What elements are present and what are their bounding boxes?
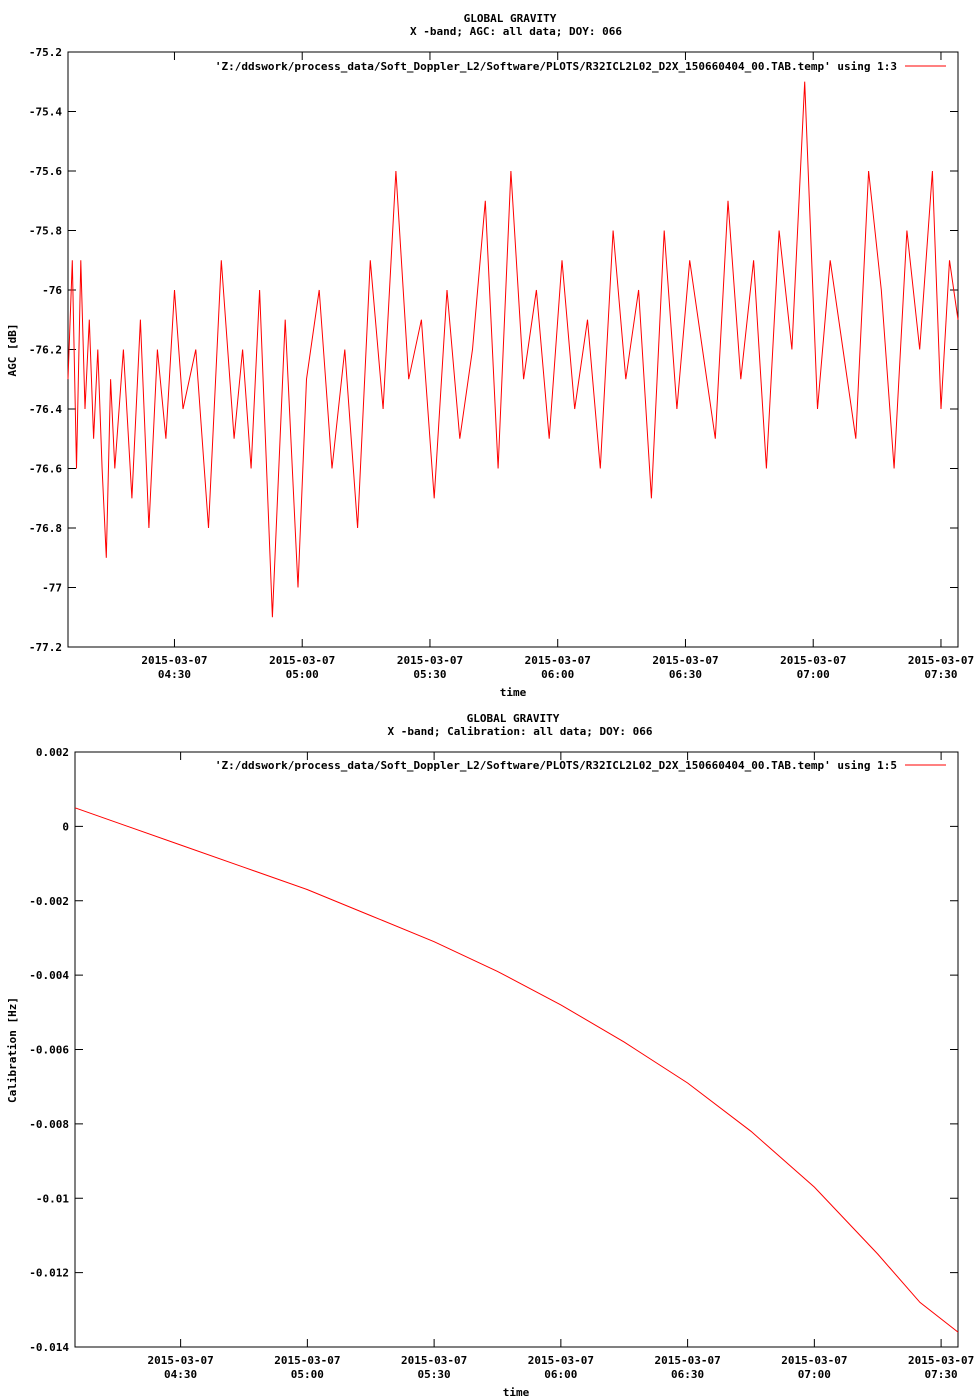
x-tick-date-label: 2015-03-07 [654,1354,720,1367]
x-tick-date-label: 2015-03-07 [141,654,207,667]
calibration-legend-label: 'Z:/ddswork/process_data/Soft_Doppler_L2… [215,759,897,772]
x-tick-date-label: 2015-03-07 [269,654,335,667]
y-tick-label: -75.8 [29,225,62,238]
x-tick-date-label: 2015-03-07 [525,654,591,667]
x-tick-date-label: 2015-03-07 [652,654,718,667]
y-tick-label: -0.01 [36,1192,69,1205]
y-tick-label: -75.4 [29,106,62,119]
x-tick-date-label: 2015-03-07 [397,654,463,667]
x-tick-time-label: 06:00 [544,1368,577,1381]
y-tick-label: -77 [42,582,62,595]
agc-legend: 'Z:/ddswork/process_data/Soft_Doppler_L2… [215,60,946,73]
x-tick-date-label: 2015-03-07 [780,654,846,667]
y-tick-label: -0.012 [29,1267,69,1280]
y-tick-label: -0.014 [29,1341,69,1354]
x-tick-date-label: 2015-03-07 [148,1354,214,1367]
y-tick-label: -76.8 [29,522,62,535]
x-tick-time-label: 06:30 [671,1368,704,1381]
y-tick-label: -0.002 [29,895,69,908]
x-tick-date-label: 2015-03-07 [908,654,974,667]
x-tick-time-label: 06:00 [541,668,574,681]
agc-legend-label: 'Z:/ddswork/process_data/Soft_Doppler_L2… [215,60,897,73]
agc-x-axis-label: time [500,686,527,699]
calibration-legend: 'Z:/ddswork/process_data/Soft_Doppler_L2… [215,759,946,772]
calibration-series-line [74,807,959,1333]
y-tick-label: -0.008 [29,1118,69,1131]
calibration-y-ticks: 0.002 0 -0.002 -0.004 -0.006 -0.008 -0.01 -0.01… [29,746,958,1354]
calibration-chart-subtitle: X -band; Calibration: all data; DOY: 066 [388,725,653,738]
x-tick-time-label: 04:30 [164,1368,197,1381]
x-tick-date-label: 2015-03-07 [908,1354,974,1367]
calibration-plot-frame [74,751,959,1348]
x-tick-time-label: 07:30 [925,1368,958,1381]
y-tick-label: -0.004 [29,969,69,982]
agc-chart-title: GLOBAL GRAVITY [464,12,557,25]
x-tick-date-label: 2015-03-07 [781,1354,847,1367]
y-tick-label: -76.6 [29,463,62,476]
y-tick-label: -76 [42,284,62,297]
agc-series-line [67,81,959,618]
agc-y-ticks: -75.2 -75.4 -75.6 -75.8 -76 -76.2 -76.4 -76.6 -7… [29,46,958,654]
x-tick-date-label: 2015-03-07 [528,1354,594,1367]
x-tick-time-label: 04:30 [158,668,191,681]
agc-x-ticks: 2015-03-0704:302015-03-0705:002015-03-07… [141,52,974,681]
y-tick-label: -75.6 [29,165,62,178]
agc-plot-frame [67,51,959,648]
agc-y-axis-label: AGC [dB] [6,324,19,377]
x-tick-time-label: 05:00 [286,668,319,681]
x-tick-time-label: 07:00 [798,1368,831,1381]
y-tick-label: -76.2 [29,344,62,357]
y-tick-label: -0.006 [29,1044,69,1057]
calibration-chart: GLOBAL GRAVITY X -band; Calibration: all… [6,712,974,1399]
calibration-chart-title: GLOBAL GRAVITY [467,712,560,725]
calibration-x-ticks: 2015-03-0704:302015-03-0705:002015-03-07… [148,752,974,1381]
x-tick-date-label: 2015-03-07 [274,1354,340,1367]
x-tick-time-label: 05:30 [418,1368,451,1381]
y-tick-label: -75.2 [29,46,62,59]
y-tick-label: 0 [62,820,69,833]
x-tick-time-label: 07:30 [924,668,957,681]
y-tick-label: 0.002 [36,746,69,759]
calibration-y-axis-label: Calibration [Hz] [6,997,19,1103]
agc-chart-subtitle: X -band; AGC: all data; DOY: 066 [410,25,622,38]
x-tick-date-label: 2015-03-07 [401,1354,467,1367]
x-tick-time-label: 06:30 [669,668,702,681]
calibration-x-axis-label: time [503,1386,530,1399]
x-tick-time-label: 05:00 [291,1368,324,1381]
x-tick-time-label: 05:30 [413,668,446,681]
agc-chart: GLOBAL GRAVITY X -band; AGC: all data; D… [6,12,974,699]
x-tick-time-label: 07:00 [797,668,830,681]
y-tick-label: -77.2 [29,641,62,654]
y-tick-label: -76.4 [29,403,62,416]
